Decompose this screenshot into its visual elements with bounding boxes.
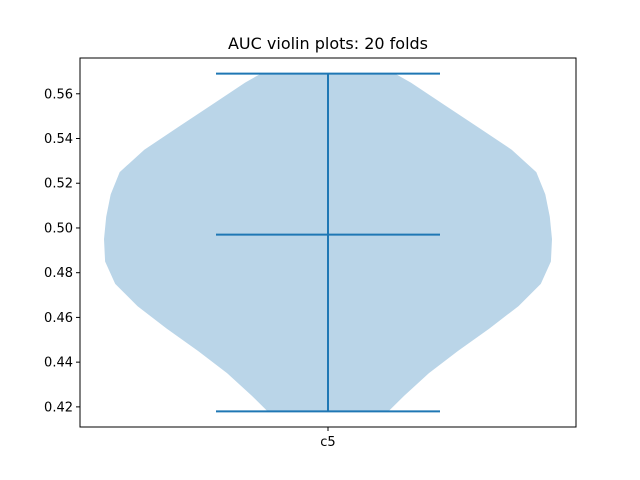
y-tick-label: 0.42 bbox=[44, 400, 73, 415]
y-tick-label: 0.50 bbox=[44, 221, 73, 236]
y-tick-label: 0.46 bbox=[44, 311, 73, 326]
chart-title: AUC violin plots: 20 folds bbox=[228, 34, 428, 53]
x-axis: c5 bbox=[320, 427, 336, 450]
y-tick-label: 0.52 bbox=[44, 177, 73, 192]
y-axis: 0.42 0.44 0.46 0.48 0.50 0.52 0.54 0.56 bbox=[44, 87, 80, 415]
y-tick-label: 0.56 bbox=[44, 87, 73, 102]
y-tick-label: 0.48 bbox=[44, 266, 73, 281]
plot-area bbox=[104, 72, 552, 413]
x-tick-label: c5 bbox=[320, 435, 335, 450]
y-tick-label: 0.44 bbox=[44, 356, 73, 371]
y-tick-label: 0.54 bbox=[44, 132, 73, 147]
